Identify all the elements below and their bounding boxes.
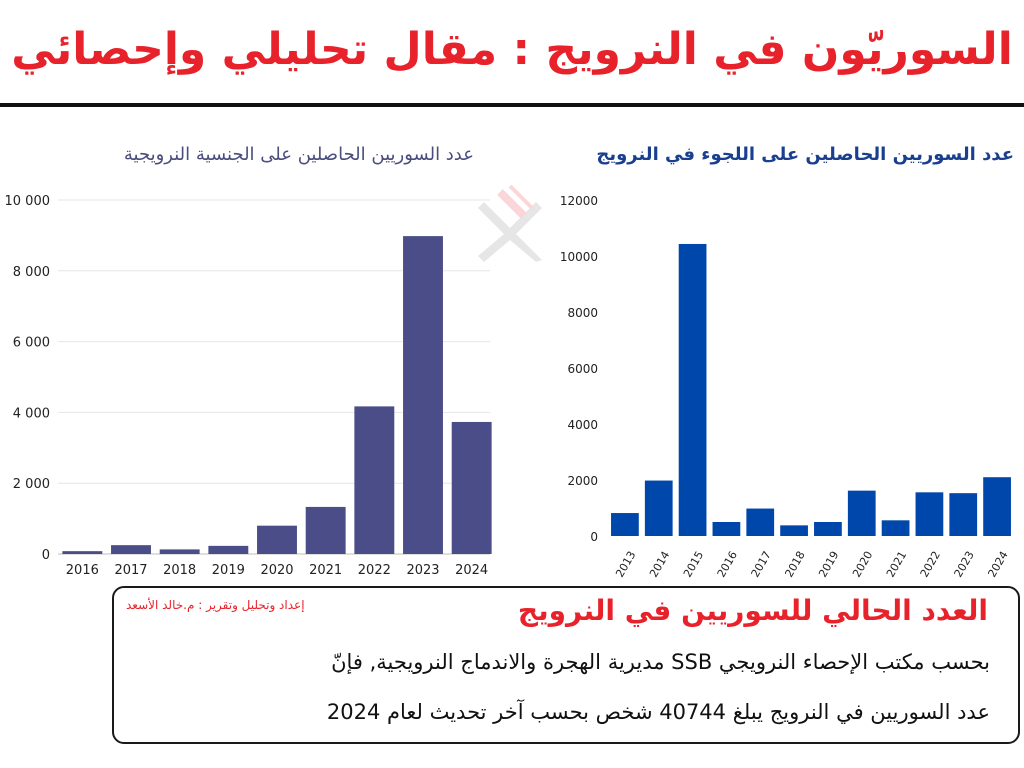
x-tick-label: 2018 xyxy=(782,549,807,580)
citizenship-bar-2020 xyxy=(257,525,297,554)
x-tick-label: 2021 xyxy=(309,563,342,578)
citizenship-bar-2021 xyxy=(305,506,346,554)
asylum-bar-chart: 0 2000 4000 6000 8000 10000 12000 2013 2014 2015… xyxy=(560,194,1011,580)
citizenship-x-axis: 2016 2017 2018 2019 2020 2021 2022 2023 2024 xyxy=(66,563,488,578)
citizenship-bar-2019 xyxy=(208,545,249,554)
asylum-bar-2024 xyxy=(983,477,1011,536)
x-tick-label: 2019 xyxy=(212,563,245,578)
x-tick-label: 2020 xyxy=(850,549,875,580)
citizenship-bar-2018 xyxy=(159,549,200,554)
info-text-line: عدد السوريين في النرويج يبلغ 40744 شخص ب… xyxy=(326,700,990,724)
broken-x-logo-icon xyxy=(478,184,542,262)
x-tick-label: 2022 xyxy=(358,563,391,578)
y-tick-label: 2000 xyxy=(567,474,598,488)
asylum-bar-2019 xyxy=(814,522,842,536)
citizenship-bar-2017 xyxy=(111,545,151,554)
y-tick-label: 10 000 xyxy=(5,194,51,209)
citizenship-bar-2024 xyxy=(451,421,492,554)
y-tick-label: 6000 xyxy=(567,362,598,376)
x-tick-label: 2013 xyxy=(613,549,638,580)
asylum-x-axis: 2013 2014 2015 2016 2017 2018 2019 2020 2021 2022… xyxy=(613,549,1010,580)
citizenship-bar-2016 xyxy=(62,551,103,554)
asylum-chart-title: عدد السوريين الحاصلين على اللجوء في النر… xyxy=(596,144,1014,165)
page-title: السوريّون في النرويج : مقال تحليلي وإحصا… xyxy=(11,24,1013,75)
citizenship-bar-2023 xyxy=(403,236,443,554)
y-tick-label: 2 000 xyxy=(13,477,50,492)
citizenship-bars xyxy=(62,236,492,554)
y-tick-label: 12000 xyxy=(560,194,598,208)
author-credit: إعداد وتحليل وتقرير : م.خالد الأسعد xyxy=(126,598,305,612)
x-tick-label: 2021 xyxy=(884,549,909,580)
info-heading: العدد الحالي للسوريين في النرويج xyxy=(517,594,988,627)
title-divider xyxy=(0,103,1024,107)
asylum-bar-2013 xyxy=(611,513,639,536)
asylum-bar-2023 xyxy=(949,493,978,536)
x-tick-label: 2016 xyxy=(715,549,740,580)
x-tick-label: 2016 xyxy=(66,563,99,578)
y-tick-label: 0 xyxy=(590,530,598,544)
citizenship-y-axis: 0 2 000 4 000 6 000 8 000 10 000 xyxy=(5,194,51,563)
asylum-bar-2016 xyxy=(712,522,741,536)
asylum-bar-2015 xyxy=(678,243,707,536)
info-box: إعداد وتحليل وتقرير : م.خالد الأسعد العد… xyxy=(112,586,1020,744)
asylum-y-axis: 0 2000 4000 6000 8000 10000 12000 xyxy=(560,194,598,544)
y-tick-label: 4000 xyxy=(567,418,598,432)
x-tick-label: 2023 xyxy=(406,563,439,578)
asylum-bars xyxy=(611,243,1011,536)
x-tick-label: 2015 xyxy=(681,549,706,580)
asylum-bar-2018 xyxy=(780,525,808,536)
y-tick-label: 8000 xyxy=(567,306,598,320)
citizenship-bar-chart: 0 2 000 4 000 6 000 8 000 10 000 2016 2017 2018… xyxy=(5,194,492,578)
asylum-bar-2014 xyxy=(644,480,673,536)
x-tick-label: 2017 xyxy=(749,549,774,580)
citizenship-bar-2022 xyxy=(354,406,395,554)
y-tick-label: 6 000 xyxy=(13,336,50,351)
asylum-bar-2021 xyxy=(881,520,910,536)
x-tick-label: 2018 xyxy=(163,563,196,578)
x-tick-label: 2024 xyxy=(985,549,1010,580)
asylum-bar-2017 xyxy=(746,508,775,536)
y-tick-label: 0 xyxy=(42,548,50,563)
x-tick-label: 2014 xyxy=(647,549,672,580)
x-tick-label: 2022 xyxy=(918,549,943,580)
x-tick-label: 2024 xyxy=(455,563,488,578)
info-text-line: بحسب مكتب الإحصاء النرويجي SSB مديرية ال… xyxy=(331,650,990,674)
x-tick-label: 2020 xyxy=(260,563,293,578)
x-tick-label: 2017 xyxy=(114,563,147,578)
citizenship-chart-title: عدد السوريين الحاصلين على الجنسية النروي… xyxy=(123,144,474,165)
asylum-bar-2020 xyxy=(847,490,876,536)
y-tick-label: 8 000 xyxy=(13,265,50,280)
x-tick-label: 2019 xyxy=(816,549,841,580)
y-tick-label: 10000 xyxy=(560,250,598,264)
x-tick-label: 2023 xyxy=(952,549,977,580)
y-tick-label: 4 000 xyxy=(13,406,50,421)
asylum-bar-2022 xyxy=(915,492,944,536)
